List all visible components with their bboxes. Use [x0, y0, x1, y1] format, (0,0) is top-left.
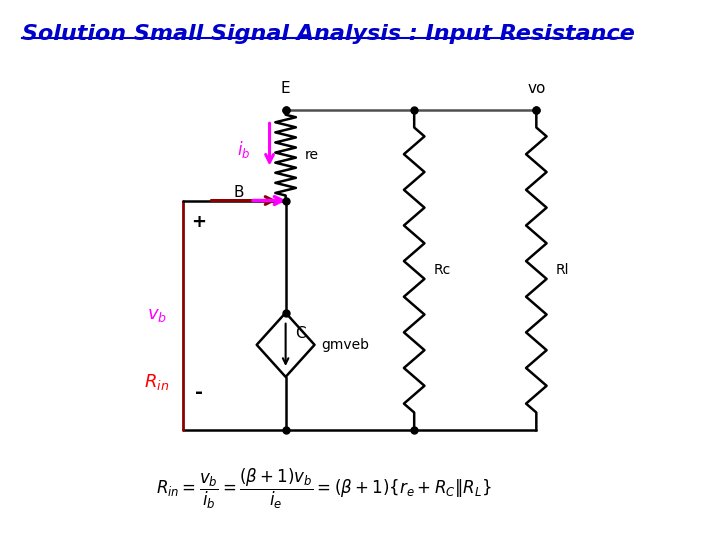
Text: $R_{in} = \dfrac{v_b}{i_b} = \dfrac{(\beta+1)v_b}{i_e}= (\beta+1)\{r_e + R_C \| : $R_{in} = \dfrac{v_b}{i_b} = \dfrac{(\be…	[156, 467, 492, 511]
Text: vo: vo	[527, 82, 546, 96]
Text: Rc: Rc	[433, 263, 451, 277]
Text: C: C	[295, 326, 306, 341]
Text: $i_b$: $i_b$	[237, 139, 251, 160]
Text: E: E	[281, 82, 290, 96]
Text: $R_{in}$: $R_{in}$	[144, 372, 169, 392]
Text: $v_b$: $v_b$	[147, 306, 167, 325]
Text: gmveb: gmveb	[321, 338, 369, 352]
Text: re: re	[305, 148, 319, 162]
Text: B: B	[233, 185, 244, 200]
Text: Rl: Rl	[556, 263, 569, 277]
Text: Solution Small Signal Analysis : Input Resistance: Solution Small Signal Analysis : Input R…	[22, 24, 635, 44]
Text: +: +	[192, 213, 207, 231]
Text: -: -	[195, 383, 203, 402]
